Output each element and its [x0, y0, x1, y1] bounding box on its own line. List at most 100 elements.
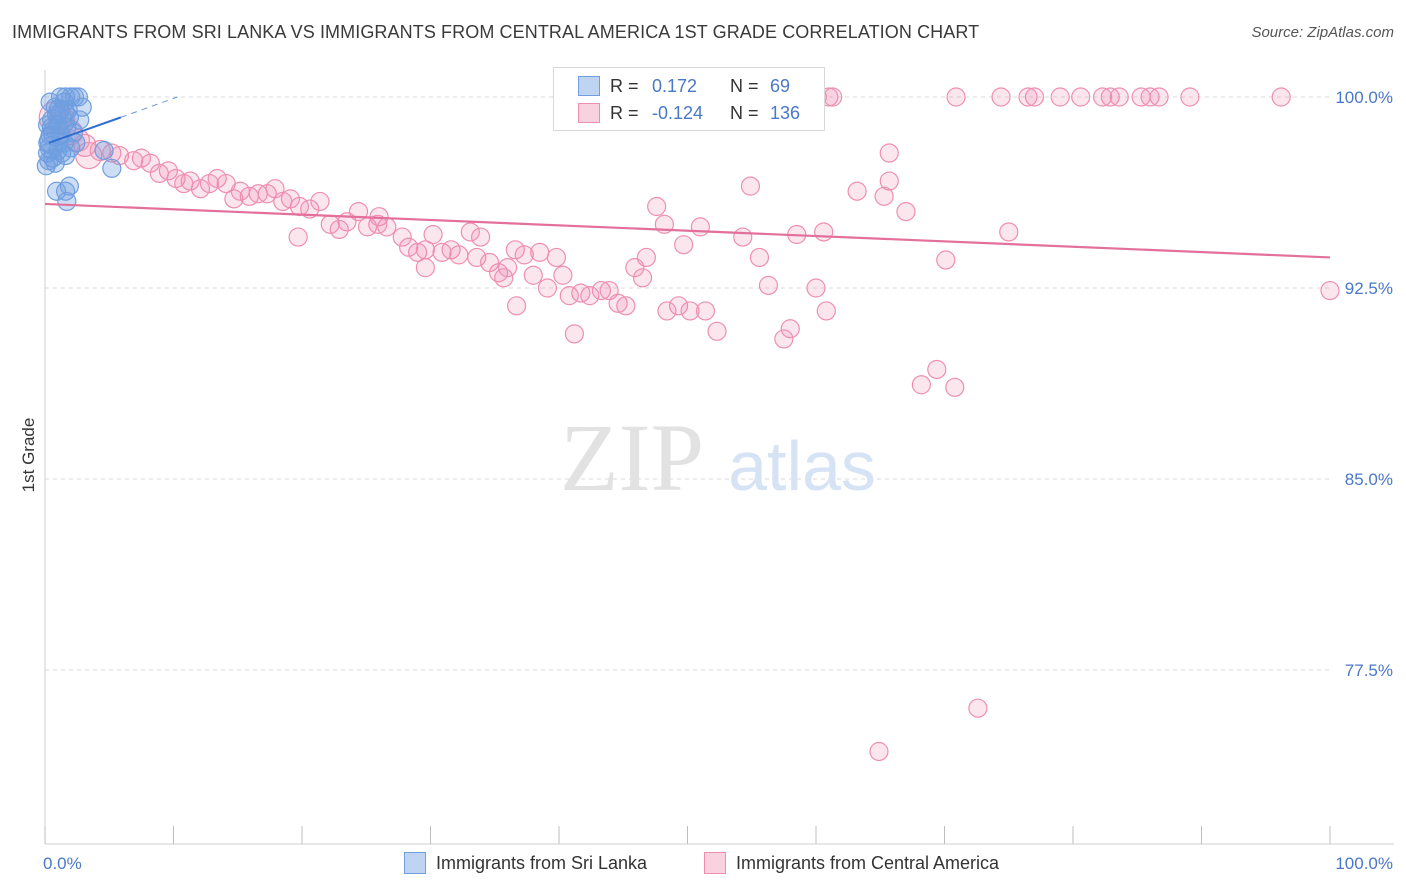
sri-lanka-point	[57, 191, 77, 212]
central-america-point	[945, 377, 965, 397]
central-america-point	[879, 171, 899, 191]
sri-lanka-point	[37, 115, 58, 135]
central-america-point	[707, 321, 727, 341]
central-america-point	[647, 196, 667, 217]
sri-lanka-point	[59, 176, 80, 196]
central-america-point	[816, 301, 836, 321]
central-america-point	[879, 143, 899, 163]
central-america-point	[489, 263, 509, 283]
central-america-point	[774, 329, 794, 349]
central-america-point	[758, 275, 779, 296]
central-america-point	[636, 247, 656, 268]
central-america-point	[399, 237, 419, 257]
central-america-point	[158, 161, 178, 181]
sri-lanka-trend-extension	[120, 96, 178, 118]
central-america-point	[310, 191, 330, 212]
central-america-point	[680, 301, 700, 321]
central-america-point	[408, 242, 428, 262]
n-value: 69	[770, 75, 791, 96]
legend-item-sri-lanka[interactable]: Immigrants from Sri Lanka	[404, 852, 647, 874]
y-tick-label: 92.5%	[1345, 279, 1393, 298]
central-america-point	[494, 268, 514, 288]
central-america-point	[695, 301, 716, 321]
central-america-point	[674, 235, 694, 255]
stats-row-sri-lanka: R = 0.172 N = 69	[578, 74, 790, 98]
series-legend: Immigrants from Sri Lanka Immigrants fro…	[0, 852, 1406, 878]
y-axis-label: 1st Grade	[19, 418, 38, 493]
watermark-atlas: atlas	[728, 427, 876, 505]
sri-lanka-point	[68, 87, 89, 107]
central-america-point	[946, 87, 966, 107]
central-america-point	[823, 87, 843, 107]
legend-swatch-sri-lanka	[404, 852, 426, 874]
central-america-point	[392, 227, 412, 247]
watermark: ZIP atlas	[560, 404, 876, 511]
central-america-point	[1320, 280, 1340, 301]
central-america-point	[657, 301, 677, 321]
central-america-point	[580, 286, 600, 306]
central-america-point	[847, 181, 867, 201]
central-america-point	[668, 296, 689, 316]
legend-label: Immigrants from Sri Lanka	[436, 852, 648, 873]
central-america-point	[1018, 87, 1038, 107]
central-america-point	[124, 151, 144, 171]
axes	[44, 70, 1394, 845]
swatch-sri-lanka	[578, 76, 600, 96]
central-america-point	[546, 247, 567, 268]
central-america-point	[1092, 87, 1113, 107]
central-america-point	[329, 219, 349, 240]
source-credit: Source: ZipAtlas.com	[1251, 24, 1394, 41]
x-tick-label-max: 100.0%	[1335, 854, 1393, 873]
central-america-point	[471, 227, 491, 247]
central-america-point	[449, 245, 469, 265]
central-america-point	[288, 227, 308, 247]
central-america-point	[523, 265, 543, 285]
central-america-point	[553, 265, 573, 285]
central-america-point	[423, 224, 443, 245]
central-america-point	[616, 296, 636, 316]
central-america-point	[1271, 87, 1291, 107]
central-america-point	[537, 278, 558, 298]
legend-label: Immigrants from Central America	[736, 852, 1000, 873]
legend-item-central-america[interactable]: Immigrants from Central America	[704, 852, 999, 874]
central-america-point	[740, 176, 761, 196]
stats-row-central-america: R = -0.124 N = 136	[578, 101, 800, 125]
central-america-point	[530, 242, 550, 262]
central-america-point	[506, 296, 527, 316]
central-america-points	[38, 87, 1340, 762]
y-tick-label: 100.0%	[1335, 88, 1393, 107]
central-america-point	[632, 268, 653, 288]
r-label: R =	[610, 75, 639, 96]
central-america-point	[498, 258, 518, 278]
tick-labels: 100.0% 92.5% 85.0% 77.5% 0.0% 100.0%	[43, 88, 1393, 873]
central-america-point	[896, 202, 916, 222]
n-label: N =	[730, 102, 759, 123]
central-america-point	[564, 324, 585, 344]
central-america-point	[806, 278, 826, 298]
central-america-point	[1149, 87, 1169, 107]
central-america-point	[968, 698, 988, 718]
central-america-point	[89, 139, 111, 162]
watermark-zip: ZIP	[560, 404, 704, 511]
sri-lanka-point	[36, 156, 56, 176]
central-america-point	[1071, 87, 1091, 107]
sri-lanka-points	[36, 87, 122, 212]
central-america-point	[874, 186, 894, 206]
swatch-central-america	[578, 103, 600, 123]
central-america-point	[936, 250, 956, 270]
central-america-point	[467, 247, 487, 268]
sri-lanka-trend-line	[48, 116, 122, 144]
legend-swatch-central-america	[704, 852, 726, 874]
central-america-point	[1024, 87, 1045, 107]
central-america-point	[224, 189, 244, 209]
central-america-point	[991, 87, 1011, 107]
stats-legend: R = 0.172 N = 69 R = -0.124 N = 136	[553, 67, 825, 131]
central-america-point	[869, 741, 889, 762]
central-america-point	[190, 179, 211, 199]
sri-lanka-point	[70, 110, 90, 130]
central-america-point	[733, 227, 753, 247]
y-tick-label: 77.5%	[1345, 661, 1393, 680]
central-america-point	[131, 148, 151, 168]
central-america-point	[749, 247, 770, 268]
